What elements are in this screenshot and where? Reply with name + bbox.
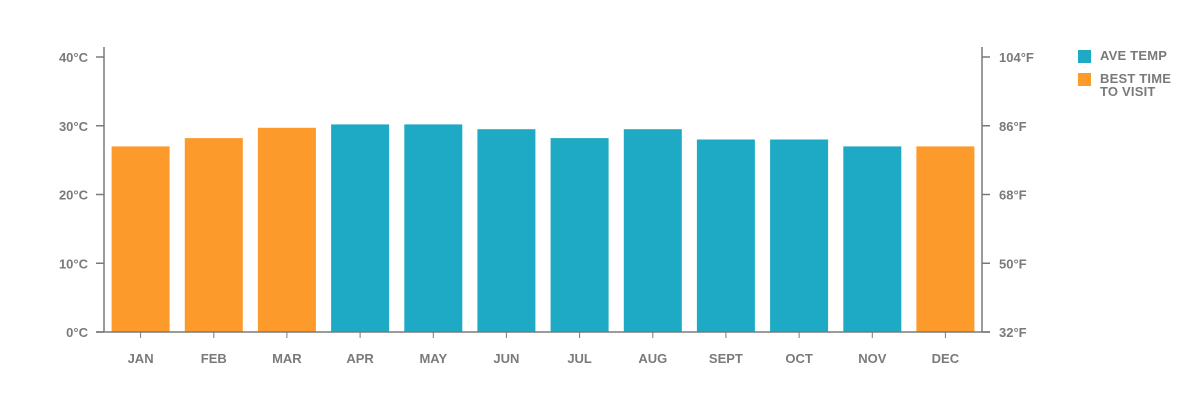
x-tick-label-jun: JUN xyxy=(493,351,519,366)
y-tick-label-right-20: 68°F xyxy=(999,188,1027,203)
x-tick-label-oct: OCT xyxy=(785,351,813,366)
y-tick-label-left-40: 40°C xyxy=(59,50,89,65)
x-tick-label-jan: JAN xyxy=(128,351,154,366)
bar-nov xyxy=(843,146,902,332)
y-tick-label-left-20: 20°C xyxy=(59,188,89,203)
bar-sept xyxy=(696,139,755,332)
x-tick-label-apr: APR xyxy=(346,351,374,366)
bar-feb xyxy=(184,138,243,332)
legend-label-ave-temp: AVE TEMP xyxy=(1100,48,1168,63)
bar-mar xyxy=(257,127,316,332)
x-tick-label-feb: FEB xyxy=(201,351,227,366)
y-tick-label-right-10: 50°F xyxy=(999,256,1027,271)
axes-group xyxy=(96,47,990,338)
y-tick-label-right-40: 104°F xyxy=(999,50,1034,65)
x-tick-label-sept: SEPT xyxy=(709,351,743,366)
legend-item-best-time: BEST TIME TO VISIT xyxy=(1078,72,1190,98)
bar-jan xyxy=(111,146,170,332)
labels-group: JAN FEB MAR APR MAY JUN JUL AUG SEPT OCT NOV DEC 0°C… xyxy=(59,50,1034,366)
y-tick-label-right-0: 32°F xyxy=(999,325,1027,340)
legend-swatch-ave-temp xyxy=(1078,50,1091,63)
x-tick-label-nov: NOV xyxy=(858,351,887,366)
x-tick-label-aug: AUG xyxy=(638,351,667,366)
bar-oct xyxy=(770,139,829,332)
bar-aug xyxy=(623,129,682,332)
y-tick-label-left-10: 10°C xyxy=(59,256,89,271)
x-tick-label-dec: DEC xyxy=(932,351,960,366)
y-tick-label-left-30: 30°C xyxy=(59,119,89,134)
y-tick-label-left-0: 0°C xyxy=(66,325,88,340)
x-tick-label-may: MAY xyxy=(419,351,447,366)
x-tick-label-jul: JUL xyxy=(567,351,592,366)
legend-label-best-time: BEST TIME TO VISIT xyxy=(1100,71,1172,99)
legend: AVE TEMP BEST TIME TO VISIT xyxy=(1078,49,1190,107)
bar-jun xyxy=(477,129,536,332)
bar-may xyxy=(404,124,463,333)
legend-item-ave-temp: AVE TEMP xyxy=(1078,49,1190,63)
legend-swatch-best-time xyxy=(1078,73,1091,86)
bar-dec xyxy=(916,146,975,332)
y-tick-label-right-30: 86°F xyxy=(999,119,1027,134)
bar-jul xyxy=(550,138,609,332)
bars-group xyxy=(111,124,975,333)
bar-apr xyxy=(331,124,390,333)
x-tick-label-mar: MAR xyxy=(272,351,302,366)
